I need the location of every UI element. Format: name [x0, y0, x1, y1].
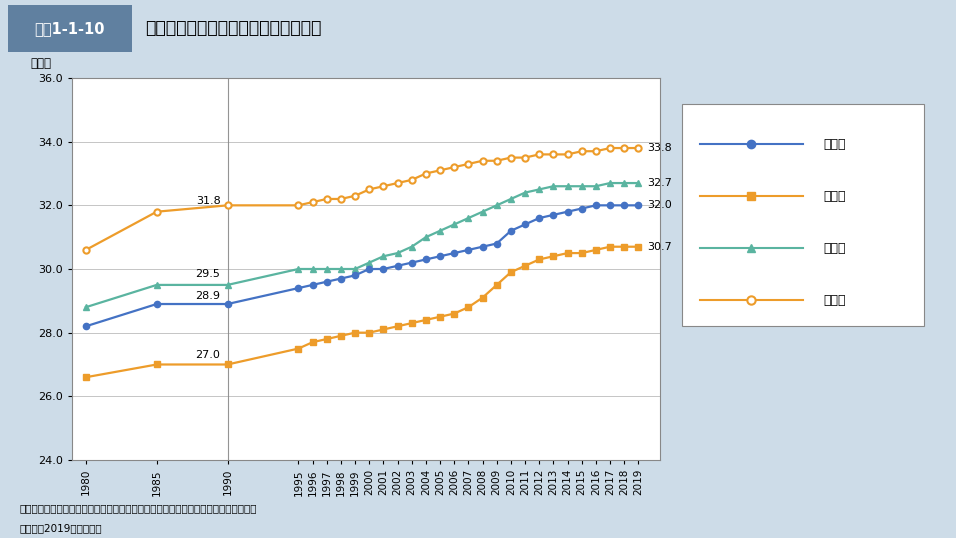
Text: 32.0: 32.0: [647, 200, 672, 210]
Text: 第１子: 第１子: [824, 190, 846, 203]
Text: 総　数: 総 数: [824, 138, 846, 151]
Text: 第２子: 第２子: [824, 242, 846, 255]
Text: 第３子: 第３子: [824, 294, 846, 307]
Text: 29.5: 29.5: [196, 269, 221, 279]
Bar: [8, 4, 132, 52]
Text: 33.8: 33.8: [647, 143, 672, 153]
Text: 資料：厚生労働省政策統括官付参事官付人口動態・保健社会統計室「人口動態統計」: 資料：厚生労働省政策統括官付参事官付人口動態・保健社会統計室「人口動態統計」: [19, 503, 256, 513]
Text: 出生順位別にみた母の平均年齢の推移: 出生順位別にみた母の平均年齢の推移: [145, 19, 321, 37]
Text: 32.7: 32.7: [647, 178, 672, 188]
Text: 27.0: 27.0: [196, 350, 221, 360]
Text: （歳）: （歳）: [31, 58, 52, 70]
Text: 28.9: 28.9: [195, 291, 221, 301]
Text: 図表1-1-10: 図表1-1-10: [34, 21, 105, 36]
Text: 31.8: 31.8: [196, 196, 221, 206]
Text: （注）　2019年は概数。: （注） 2019年は概数。: [19, 523, 101, 533]
Text: 30.7: 30.7: [647, 242, 672, 252]
